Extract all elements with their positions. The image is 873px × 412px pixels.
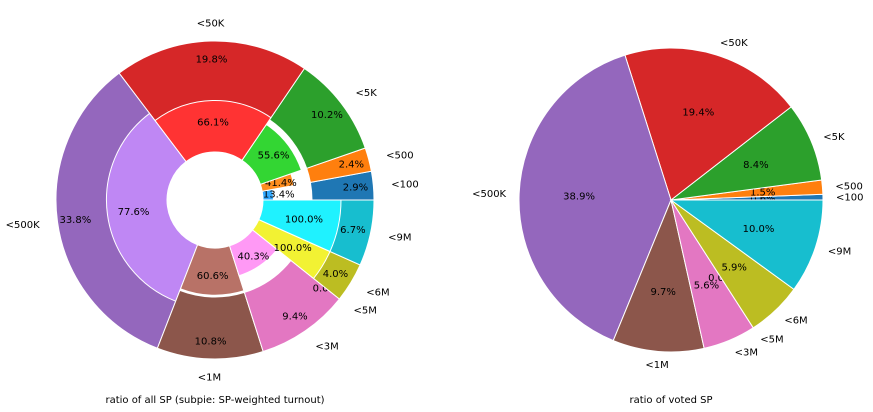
subpie-slice-under-9m xyxy=(258,199,342,253)
slice-under-50k xyxy=(624,47,792,201)
left-chart-xlabel: ratio of all SP (subpie: SP-weighted tur… xyxy=(105,395,324,406)
value-label-under-5k: 8.4% xyxy=(743,160,768,171)
subpie-slice-under-500k xyxy=(105,112,199,302)
value-label-under-5m: 0.0% xyxy=(708,273,733,284)
value-label-under-50k: 19.4% xyxy=(682,108,714,119)
category-label-under-5m: <5M xyxy=(353,306,376,317)
category-label-under-100: <100 xyxy=(836,192,863,203)
left-donut-chart: 13.4% 2.9% <100 41.4% 2.4% <500 55.6% 10.2% <5K 6… xyxy=(6,19,419,384)
value-label-under-9m: 10.0% xyxy=(743,224,775,235)
subpie-label-under-500k: 77.6% xyxy=(118,207,150,218)
value-label-under-500: 2.4% xyxy=(339,160,364,171)
category-label-under-5k: <5K xyxy=(356,88,378,99)
value-label-under-50k: 19.8% xyxy=(196,55,228,66)
category-label-under-3m: <3M xyxy=(735,348,758,359)
category-label-under-3m: <3M xyxy=(315,341,338,352)
value-label-under-500: 1.5% xyxy=(750,188,775,199)
category-label-under-5k: <5K xyxy=(823,132,845,143)
value-label-under-5m: 0.0% xyxy=(313,283,338,294)
category-label-under-6m: <6M xyxy=(784,315,807,326)
value-label-under-3m: 9.4% xyxy=(282,312,307,323)
right-pie-chart: 0.6% <100 1.5% <500 8.4% <5K 19.4% <50K 38.9% <50… xyxy=(472,38,863,371)
category-label-under-1m: <1M xyxy=(645,360,668,371)
category-label-under-50k: <50K xyxy=(720,38,748,49)
value-label-under-1m: 10.8% xyxy=(195,336,227,347)
subpie-label-under-100: 13.4% xyxy=(263,190,295,201)
category-label-under-500k: <500K xyxy=(6,220,40,231)
category-label-under-9m: <9M xyxy=(388,232,411,243)
category-label-under-500: <500 xyxy=(835,182,862,193)
category-label-under-500: <500 xyxy=(386,150,413,161)
category-label-under-500k: <500K xyxy=(472,189,506,200)
value-label-under-6m: 5.9% xyxy=(721,262,746,273)
value-label-under-500k: 38.9% xyxy=(563,192,595,203)
subpie-label-under-3m: 40.3% xyxy=(238,251,270,262)
category-label-under-50k: <50K xyxy=(197,19,225,30)
category-label-under-1m: <1M xyxy=(198,372,221,383)
category-label-under-5m: <5M xyxy=(760,334,783,345)
category-label-under-100: <100 xyxy=(391,179,418,190)
slice-under-500k xyxy=(518,54,672,342)
subpie-label-under-6m: 100.0% xyxy=(274,243,312,254)
slice-under-1m xyxy=(612,198,705,353)
right-chart-xlabel: ratio of voted SP xyxy=(629,395,712,406)
value-label-under-9m: 6.7% xyxy=(340,225,365,236)
value-label-under-500k: 33.8% xyxy=(59,215,91,226)
value-label-under-100: 0.6% xyxy=(750,194,775,205)
subpie-label-under-1m: 60.6% xyxy=(197,271,229,282)
category-label-under-9m: <9M xyxy=(828,246,851,257)
slice-under-9m xyxy=(669,199,824,291)
value-label-under-100: 2.9% xyxy=(343,183,368,194)
value-label-under-5k: 10.2% xyxy=(311,110,343,121)
category-label-under-6m: <6M xyxy=(366,288,389,299)
value-label-under-6m: 4.0% xyxy=(323,269,348,280)
subpie-label-under-5k: 55.6% xyxy=(258,151,290,162)
subpie-slice-under-1m xyxy=(179,244,245,296)
subpie-label-under-500: 41.4% xyxy=(265,178,297,189)
value-label-under-1m: 9.7% xyxy=(651,287,676,298)
subpie-label-under-50k: 66.1% xyxy=(197,118,229,129)
value-label-under-3m: 5.6% xyxy=(694,280,719,291)
subpie-label-under-9m: 100.0% xyxy=(285,215,323,226)
